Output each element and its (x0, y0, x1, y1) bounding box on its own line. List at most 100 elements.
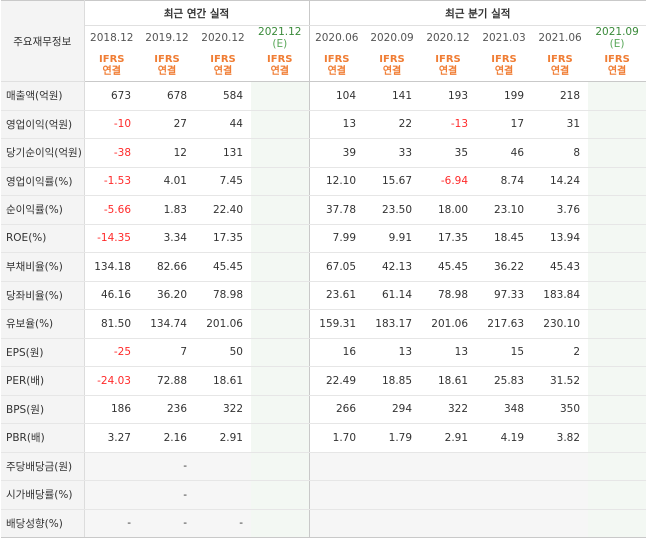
annual-value-cell: -38 (84, 138, 139, 168)
quarter-value-cell: 104 (309, 81, 365, 111)
row-label: PER(배) (1, 366, 85, 396)
quarter-value-cell: -13 (420, 110, 477, 139)
annual-value-cell (251, 451, 310, 481)
annual-value-cell: 72.88 (139, 366, 195, 396)
quarter-value-cell (364, 451, 421, 481)
annual-value-cell: 7 (139, 337, 195, 367)
annual-value-cell: 46.16 (84, 281, 139, 310)
quarter-value-cell: 13 (420, 337, 477, 367)
quarter-period-header: 2021.06 (532, 26, 588, 51)
quarter-value-cell (588, 366, 647, 396)
ifrs-consolidated-badge: IFRS 연결 (532, 50, 589, 82)
annual-value-cell: 45.45 (195, 252, 251, 282)
quarter-value-cell: 141 (364, 81, 421, 111)
quarter-value-cell (588, 138, 647, 168)
quarter-value-cell: 25.83 (476, 366, 533, 396)
annual-value-cell (251, 138, 310, 168)
period-label: 2021.03 (482, 32, 526, 44)
quarter-value-cell: 22.49 (309, 366, 365, 396)
annual-value-cell (195, 451, 251, 481)
estimate-mark: (E) (609, 38, 625, 50)
quarter-value-cell (588, 166, 647, 196)
quarter-value-cell (420, 509, 477, 538)
estimate-mark: (E) (272, 38, 288, 50)
period-label: 2019.12 (145, 32, 189, 44)
quarter-value-cell: 199 (476, 81, 533, 111)
consolidated-label: 연결 (102, 65, 121, 77)
ifrs-label: IFRS (324, 53, 350, 65)
annual-value-cell: 27 (139, 110, 195, 139)
quarter-value-cell: 45.43 (532, 252, 589, 282)
ifrs-label: IFRS (267, 53, 293, 65)
annual-value-cell: 44 (195, 110, 251, 139)
quarter-value-cell (309, 509, 365, 538)
quarter-value-cell (532, 480, 589, 510)
quarter-value-cell: 37.78 (309, 195, 365, 225)
period-label: 2020.06 (315, 32, 359, 44)
quarter-value-cell (588, 395, 647, 424)
quarter-period-header: 2020.12 (420, 26, 476, 51)
period-label: 2020.12 (426, 32, 470, 44)
quarter-value-cell: 67.05 (309, 252, 365, 282)
annual-value-cell (84, 480, 139, 510)
quarter-value-cell: 23.61 (309, 281, 365, 310)
annual-value-cell: 17.35 (195, 224, 251, 253)
quarter-value-cell (364, 480, 421, 510)
annual-value-cell (195, 480, 251, 510)
annual-value-cell: 673 (84, 81, 139, 111)
annual-value-cell (251, 366, 310, 396)
ifrs-label: IFRS (99, 53, 125, 65)
quarter-value-cell (588, 309, 647, 339)
quarter-value-cell (588, 480, 647, 510)
row-label: 유보율(%) (1, 309, 85, 339)
quarter-value-cell: 18.61 (420, 366, 477, 396)
table-label-header: 주요재무정보 (1, 0, 85, 82)
quarter-value-cell: 36.22 (476, 252, 533, 282)
quarter-value-cell (588, 509, 647, 538)
row-label: 부채비율(%) (1, 252, 85, 282)
quarter-value-cell: 14.24 (532, 166, 589, 196)
quarter-value-cell: 42.13 (364, 252, 421, 282)
row-label: PBR(배) (1, 423, 85, 453)
annual-value-cell: -1.53 (84, 166, 139, 196)
table-row: ROE(%) -14.35 3.34 17.35 7.99 9.91 17.35 18.45 1… (1, 224, 647, 253)
quarter-value-cell: 1.79 (364, 423, 421, 453)
annual-value-cell: 3.27 (84, 423, 139, 453)
quarter-value-cell: 13 (364, 337, 421, 367)
consolidated-label: 연결 (607, 65, 627, 77)
quarter-value-cell: 266 (309, 395, 365, 424)
quarter-value-cell: 78.98 (420, 281, 477, 310)
ifrs-label: IFRS (379, 53, 405, 65)
annual-value-cell: -14.35 (84, 224, 139, 253)
quarter-value-cell: 1.70 (309, 423, 365, 453)
quarter-value-cell: 8 (532, 138, 589, 168)
quarter-value-cell: 97.33 (476, 281, 533, 310)
table-row: 시가배당률(%) - (1, 480, 647, 510)
annual-value-cell: 3.34 (139, 224, 195, 253)
quarter-value-cell: 17 (476, 110, 533, 139)
quarter-period-header: 2021.03 (476, 26, 532, 51)
quarter-value-cell: 18.45 (476, 224, 533, 253)
quarter-value-cell: 23.10 (476, 195, 533, 225)
row-label: 순이익률(%) (1, 195, 85, 225)
consolidated-label: 연결 (213, 65, 233, 77)
quarter-value-cell: 31 (532, 110, 589, 139)
quarter-value-cell: 13.94 (532, 224, 589, 253)
annual-value-cell: - (139, 509, 195, 538)
annual-value-cell: 2.91 (195, 423, 251, 453)
quarter-value-cell: 45.45 (420, 252, 477, 282)
ifrs-label: IFRS (604, 53, 630, 65)
annual-value-cell: - (195, 509, 251, 538)
quarter-value-cell: 183.17 (364, 309, 421, 339)
quarter-value-cell: 15 (476, 337, 533, 367)
row-label: 배당성향(%) (1, 509, 85, 538)
annual-value-cell: 78.98 (195, 281, 251, 310)
annual-value-cell (251, 281, 310, 310)
annual-value-cell: 50 (195, 337, 251, 367)
quarter-value-cell: 4.19 (476, 423, 533, 453)
table-row: 매출액(억원) 673 678 584 104 141 193 199 218 (1, 81, 647, 111)
row-label: ROE(%) (1, 224, 85, 253)
table-row: BPS(원) 186 236 322 266 294 322 348 350 (1, 395, 647, 424)
quarter-value-cell: 183.84 (532, 281, 589, 310)
